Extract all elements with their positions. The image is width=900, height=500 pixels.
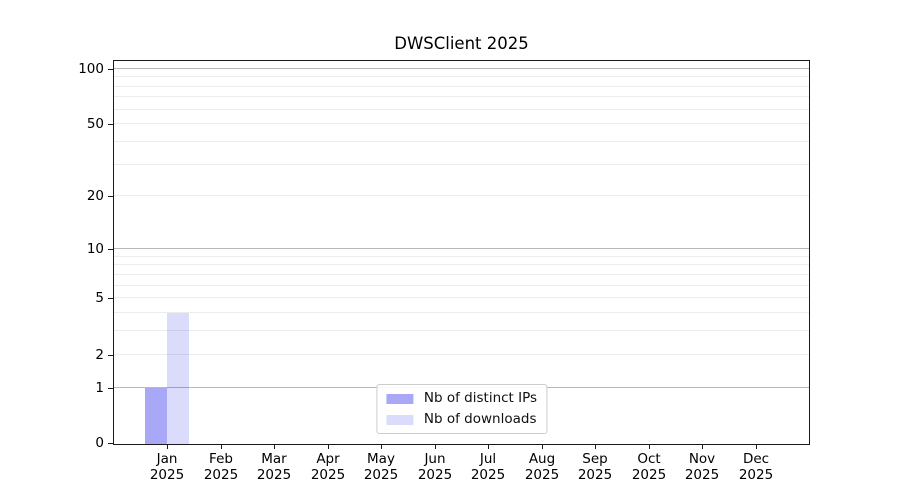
y-tick-50 (108, 124, 113, 125)
x-tick-label-mar: Mar 2025 (256, 451, 292, 483)
y-tick-5 (108, 298, 113, 299)
gridline-90 (114, 76, 809, 77)
x-tick-apr (328, 444, 329, 449)
y-tick-100 (108, 69, 113, 70)
x-tick-label-oct: Oct 2025 (631, 451, 667, 483)
y-tick-label-10: 10 (86, 241, 104, 257)
gridline-4 (114, 312, 809, 313)
gridline-10 (114, 248, 809, 249)
x-tick-jul (488, 444, 489, 449)
y-tick-label-5: 5 (95, 290, 104, 306)
x-tick-mar (274, 444, 275, 449)
plot-area: 0 1 2 5 10 20 50 100 Jan 2025 Feb 2025 Mar 2025 Apr 20… (78, 60, 810, 482)
x-tick-label-jun: Jun 2025 (417, 451, 453, 483)
y-axis-layer: 0 1 2 5 10 20 50 100 (78, 61, 809, 451)
x-axis-layer: Jan 2025 Feb 2025 Mar 2025 Apr 2025 May 2025 Jun 20… (114, 61, 809, 482)
y-tick-label-100: 100 (78, 61, 104, 77)
x-tick-label-jan: Jan 2025 (149, 451, 185, 483)
y-tick-label-50: 50 (86, 116, 104, 132)
gridline-3 (114, 330, 809, 331)
gridline-80 (114, 86, 809, 87)
gridline-100 (114, 68, 809, 69)
y-tick-10 (108, 249, 113, 250)
y-tick-label-20: 20 (86, 188, 104, 204)
gridline-70 (114, 96, 809, 97)
legend-label-downloads: Nb of downloads (423, 411, 537, 427)
x-tick-label-nov: Nov 2025 (684, 451, 720, 483)
y-tick-0 (108, 443, 113, 444)
x-tick-nov (702, 444, 703, 449)
gridline-30 (114, 164, 809, 165)
gridline-40 (114, 141, 809, 142)
y-tick-label-2: 2 (95, 347, 104, 363)
y-tick-2 (108, 355, 113, 356)
gridline-6 (114, 285, 809, 286)
gridline-5 (114, 297, 809, 298)
x-tick-label-jul: Jul 2025 (470, 451, 506, 483)
gridline-8 (114, 264, 809, 265)
x-tick-sep (595, 444, 596, 449)
x-tick-label-apr: Apr 2025 (310, 451, 346, 483)
gridline-2 (114, 354, 809, 355)
x-tick-label-sep: Sep 2025 (577, 451, 613, 483)
x-tick-label-dec: Dec 2025 (738, 451, 774, 483)
legend: Nb of distinct IPs Nb of downloads (375, 384, 548, 434)
y-tick-label-0: 0 (95, 435, 104, 451)
gridline-50 (114, 123, 809, 124)
gridline-7 (114, 274, 809, 275)
x-tick-label-feb: Feb 2025 (203, 451, 239, 483)
x-tick-label-may: May 2025 (363, 451, 399, 483)
y-tick-1 (108, 388, 113, 389)
legend-item-downloads: Nb of downloads (385, 411, 537, 427)
x-tick-oct (649, 444, 650, 449)
x-tick-feb (221, 444, 222, 449)
x-tick-dec (756, 444, 757, 449)
x-tick-jun (435, 444, 436, 449)
bar-jan-series-1 (167, 313, 189, 444)
legend-label-distinct-ips: Nb of distinct IPs (423, 390, 538, 406)
gridline-20 (114, 195, 809, 196)
gridline-9 (114, 256, 809, 257)
gridline-60 (114, 109, 809, 110)
x-tick-aug (542, 444, 543, 449)
x-tick-jan (167, 444, 168, 449)
x-tick-label-aug: Aug 2025 (524, 451, 560, 483)
bars-layer (114, 61, 809, 444)
y-tick-20 (108, 196, 113, 197)
chart-title: DWSClient 2025 (394, 34, 529, 53)
x-tick-may (381, 444, 382, 449)
legend-swatch-downloads (385, 414, 413, 425)
legend-item-distinct-ips: Nb of distinct IPs (385, 390, 538, 406)
legend-swatch-distinct-ips (385, 393, 413, 404)
y-tick-label-1: 1 (95, 380, 104, 396)
bar-jan-series-0 (145, 388, 167, 444)
